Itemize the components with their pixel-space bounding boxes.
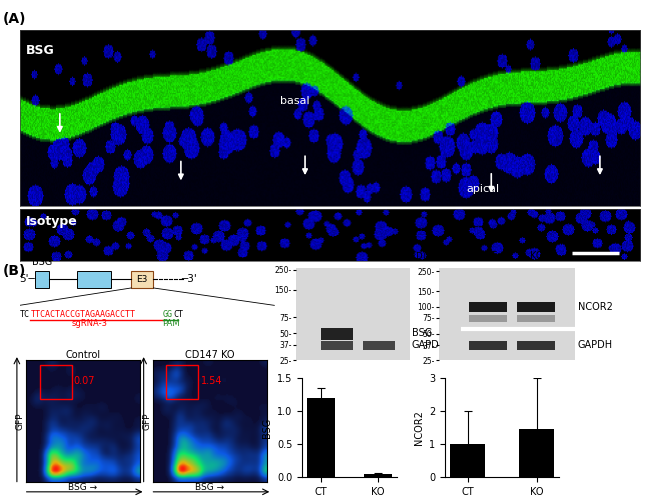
Text: BSG: BSG — [26, 44, 55, 57]
Y-axis label: GFP: GFP — [16, 413, 25, 430]
Bar — [450, 444, 485, 477]
Text: Isotype: Isotype — [26, 215, 77, 228]
X-axis label: BSG →: BSG → — [195, 484, 224, 493]
Text: apical: apical — [467, 184, 500, 194]
FancyBboxPatch shape — [77, 270, 111, 288]
FancyBboxPatch shape — [320, 341, 352, 350]
Text: GG: GG — [163, 310, 173, 319]
Text: CT: CT — [333, 251, 345, 261]
Y-axis label: NCOR2: NCOR2 — [413, 410, 424, 445]
Text: PAM: PAM — [162, 319, 179, 328]
FancyBboxPatch shape — [320, 328, 352, 339]
FancyBboxPatch shape — [517, 315, 554, 322]
Text: (kD): (kD) — [409, 252, 426, 261]
Text: TC: TC — [20, 310, 29, 319]
Text: 1.54: 1.54 — [200, 376, 222, 386]
FancyBboxPatch shape — [363, 341, 395, 350]
Bar — [307, 398, 335, 477]
Text: E3: E3 — [136, 275, 148, 284]
FancyBboxPatch shape — [517, 341, 554, 350]
Title: Control: Control — [65, 349, 101, 359]
FancyBboxPatch shape — [35, 270, 49, 288]
Text: GAPDH: GAPDH — [412, 340, 447, 350]
FancyBboxPatch shape — [469, 315, 507, 322]
FancyBboxPatch shape — [517, 302, 554, 312]
Text: KO: KO — [530, 251, 544, 261]
Text: BSG: BSG — [32, 257, 53, 267]
Text: basal: basal — [280, 96, 310, 106]
FancyBboxPatch shape — [131, 270, 153, 288]
Title: CD147 KO: CD147 KO — [185, 349, 235, 359]
Text: sgRNA-3: sgRNA-3 — [72, 319, 108, 328]
Text: (A): (A) — [3, 12, 27, 26]
Bar — [363, 475, 392, 477]
Text: CT: CT — [173, 310, 183, 319]
Text: (kD): (kD) — [267, 252, 285, 261]
Text: GAPDH: GAPDH — [578, 340, 613, 350]
FancyBboxPatch shape — [469, 341, 507, 350]
FancyBboxPatch shape — [469, 302, 507, 312]
Text: BSG: BSG — [412, 328, 432, 338]
Text: 5'─: 5'─ — [20, 274, 35, 284]
Bar — [519, 429, 554, 477]
X-axis label: BSG →: BSG → — [68, 484, 98, 493]
Text: ─3': ─3' — [181, 274, 196, 284]
Text: (B): (B) — [3, 264, 27, 278]
Text: KO: KO — [374, 251, 388, 261]
Text: TTCACTACCGTAGAAGACCTT: TTCACTACCGTAGAAGACCTT — [31, 310, 135, 319]
Text: 0.07: 0.07 — [74, 376, 96, 386]
Text: CT: CT — [484, 251, 497, 261]
Y-axis label: GFP: GFP — [142, 413, 151, 430]
Text: NCOR2: NCOR2 — [578, 302, 613, 312]
Y-axis label: BSG: BSG — [261, 417, 272, 437]
